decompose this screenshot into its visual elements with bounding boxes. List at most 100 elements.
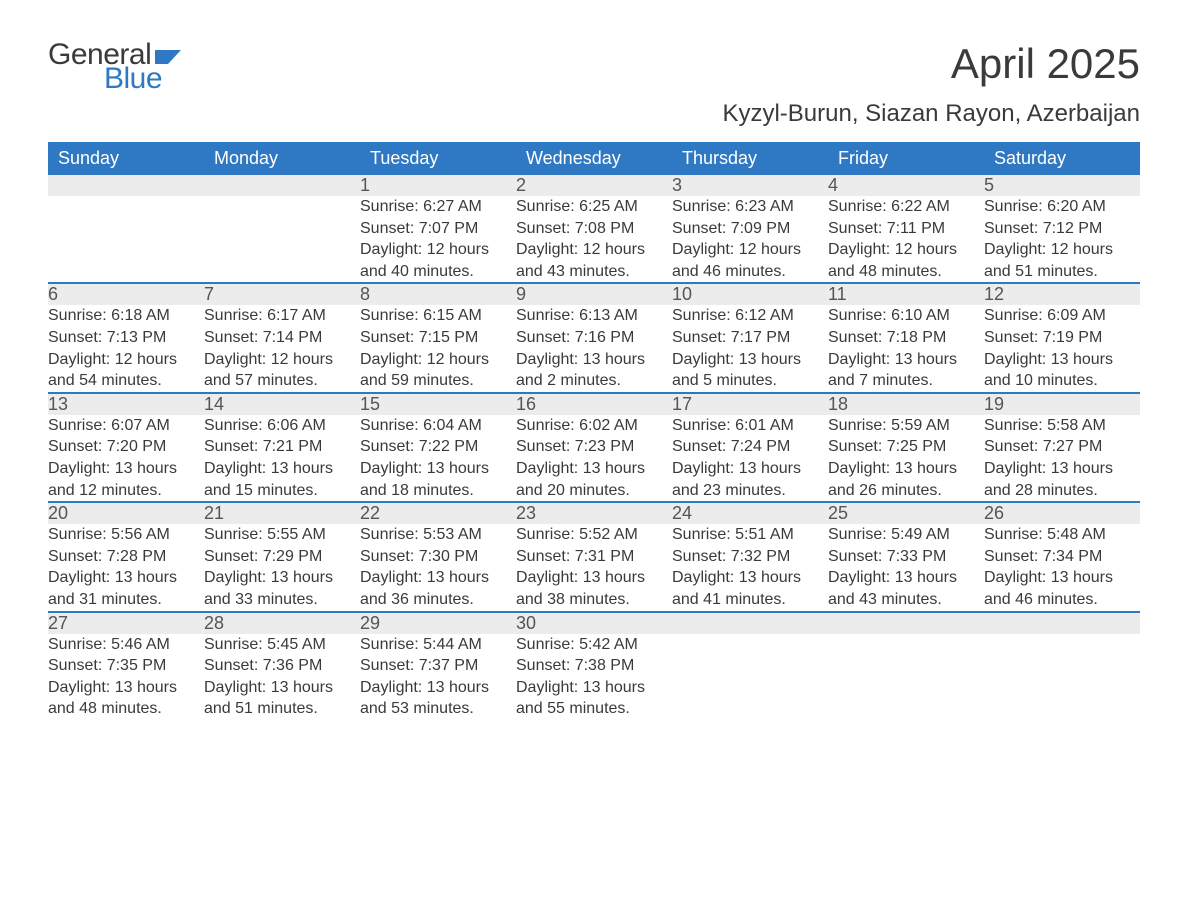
sunset-line: Sunset: 7:27 PM [984,436,1140,458]
day-detail-cell: Sunrise: 5:46 AMSunset: 7:35 PMDaylight:… [48,634,204,730]
daylight-line-label: Daylight: [360,679,427,696]
sunrise-line-value: 6:25 AM [579,198,638,215]
sunset-line: Sunset: 7:20 PM [48,436,204,458]
week-detail-row: Sunrise: 6:07 AMSunset: 7:20 PMDaylight:… [48,415,1140,502]
sunrise-line: Sunrise: 5:46 AM [48,634,204,656]
sunset-line-label: Sunset: [516,329,575,346]
daylight-line: Daylight: 13 hours and 28 minutes. [984,458,1140,501]
sunset-line-label: Sunset: [828,438,887,455]
sunrise-line-label: Sunrise: [360,636,423,653]
sunrise-line-label: Sunrise: [360,526,423,543]
sunset-line-label: Sunset: [828,329,887,346]
sunset-line: Sunset: 7:17 PM [672,327,828,349]
daylight-line-label: Daylight: [48,460,115,477]
sunset-line-value: 7:20 PM [107,438,167,455]
sunrise-line-value: 5:42 AM [579,636,638,653]
day-number-cell: 25 [828,502,984,524]
day-number-cell: 30 [516,612,672,634]
sunrise-line: Sunrise: 6:15 AM [360,305,516,327]
sunset-line-label: Sunset: [516,220,575,237]
sunset-line: Sunset: 7:13 PM [48,327,204,349]
day-number: 13 [48,394,68,414]
day-number: 29 [360,613,380,633]
day-number: 28 [204,613,224,633]
daylight-line: Daylight: 13 hours and 33 minutes. [204,567,360,610]
day-detail-cell: Sunrise: 5:59 AMSunset: 7:25 PMDaylight:… [828,415,984,502]
daylight-line: Daylight: 12 hours and 40 minutes. [360,239,516,282]
sunrise-line-value: 5:59 AM [891,417,950,434]
sunset-line: Sunset: 7:07 PM [360,218,516,240]
daylight-line: Daylight: 12 hours and 46 minutes. [672,239,828,282]
day-number-cell: 17 [672,393,828,415]
day-number: 23 [516,503,536,523]
sunset-line: Sunset: 7:29 PM [204,546,360,568]
daylight-line: Daylight: 13 hours and 41 minutes. [672,567,828,610]
sunrise-line-label: Sunrise: [672,526,735,543]
sunrise-line: Sunrise: 5:59 AM [828,415,984,437]
sunrise-line: Sunrise: 6:07 AM [48,415,204,437]
day-number-cell [672,612,828,634]
day-header: Friday [828,142,984,175]
day-number-cell: 28 [204,612,360,634]
day-detail-cell: Sunrise: 5:42 AMSunset: 7:38 PMDaylight:… [516,634,672,730]
sunset-line: Sunset: 7:18 PM [828,327,984,349]
sunrise-line-value: 5:48 AM [1047,526,1106,543]
sunrise-line: Sunrise: 5:52 AM [516,524,672,546]
sunrise-line: Sunrise: 5:48 AM [984,524,1140,546]
day-number-cell: 5 [984,175,1140,196]
day-number: 15 [360,394,380,414]
sunset-line-label: Sunset: [984,220,1043,237]
sunrise-line-value: 6:10 AM [891,307,950,324]
sunset-line-value: 7:12 PM [1043,220,1103,237]
sunset-line: Sunset: 7:36 PM [204,655,360,677]
sunset-line-value: 7:32 PM [731,548,791,565]
sunset-line-value: 7:18 PM [887,329,947,346]
day-detail-cell: Sunrise: 5:58 AMSunset: 7:27 PMDaylight:… [984,415,1140,502]
sunset-line-label: Sunset: [360,438,419,455]
sunrise-line-value: 5:56 AM [111,526,170,543]
sunrise-line-label: Sunrise: [984,198,1047,215]
sunrise-line-label: Sunrise: [828,307,891,324]
day-header: Thursday [672,142,828,175]
day-number: 26 [984,503,1004,523]
sunset-line: Sunset: 7:24 PM [672,436,828,458]
sunset-line: Sunset: 7:21 PM [204,436,360,458]
daylight-line-label: Daylight: [360,569,427,586]
sunrise-line: Sunrise: 6:10 AM [828,305,984,327]
sunset-line-label: Sunset: [672,548,731,565]
daylight-line: Daylight: 13 hours and 20 minutes. [516,458,672,501]
daylight-line: Daylight: 13 hours and 48 minutes. [48,677,204,720]
sunset-line-value: 7:22 PM [419,438,479,455]
day-number-cell: 11 [828,283,984,305]
location-subtitle: Kyzyl-Burun, Siazan Rayon, Azerbaijan [48,100,1140,128]
day-number-cell: 22 [360,502,516,524]
sunset-line-label: Sunset: [48,548,107,565]
sunset-line-value: 7:08 PM [575,220,635,237]
daylight-line: Daylight: 13 hours and 53 minutes. [360,677,516,720]
sunset-line-label: Sunset: [984,548,1043,565]
daylight-line: Daylight: 13 hours and 7 minutes. [828,349,984,392]
day-number-cell: 9 [516,283,672,305]
sunset-line: Sunset: 7:19 PM [984,327,1140,349]
daylight-line-label: Daylight: [672,351,739,368]
daylight-line-label: Daylight: [48,679,115,696]
daylight-line: Daylight: 12 hours and 48 minutes. [828,239,984,282]
daylight-line: Daylight: 13 hours and 5 minutes. [672,349,828,392]
sunset-line-label: Sunset: [984,438,1043,455]
sunset-line: Sunset: 7:31 PM [516,546,672,568]
daylight-line: Daylight: 12 hours and 59 minutes. [360,349,516,392]
sunrise-line: Sunrise: 5:58 AM [984,415,1140,437]
sunset-line-label: Sunset: [828,220,887,237]
day-detail-cell: Sunrise: 6:17 AMSunset: 7:14 PMDaylight:… [204,305,360,392]
day-detail-cell: Sunrise: 6:01 AMSunset: 7:24 PMDaylight:… [672,415,828,502]
day-number-cell: 4 [828,175,984,196]
sunrise-line-label: Sunrise: [516,198,579,215]
day-detail-cell: Sunrise: 6:22 AMSunset: 7:11 PMDaylight:… [828,196,984,283]
daylight-line-label: Daylight: [672,460,739,477]
daylight-line-label: Daylight: [828,351,895,368]
sunrise-line: Sunrise: 6:02 AM [516,415,672,437]
day-number: 22 [360,503,380,523]
day-number-cell: 8 [360,283,516,305]
daylight-line: Daylight: 13 hours and 51 minutes. [204,677,360,720]
daylight-line: Daylight: 13 hours and 26 minutes. [828,458,984,501]
